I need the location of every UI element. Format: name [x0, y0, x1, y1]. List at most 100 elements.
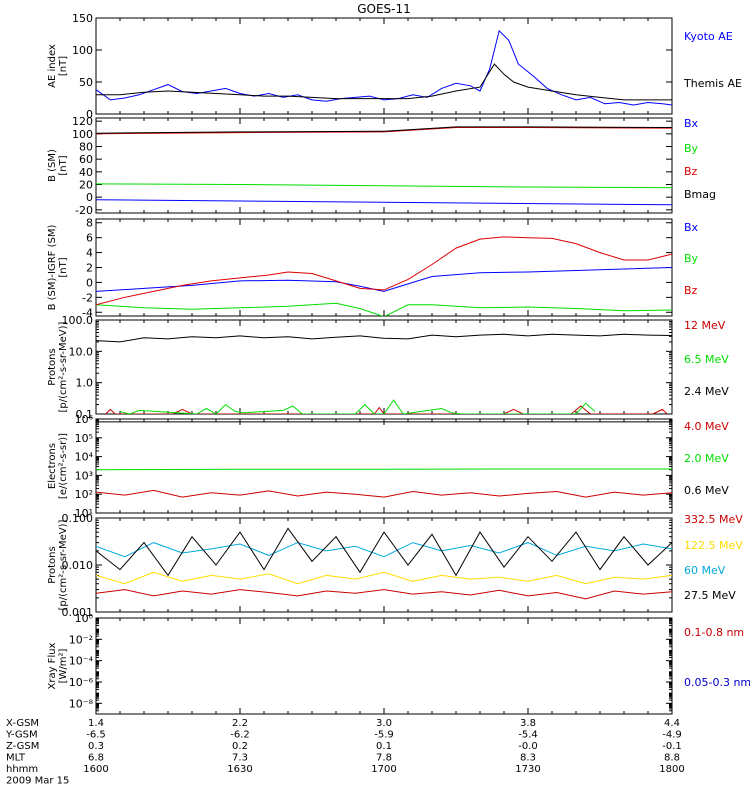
series-line-332.5-mev — [96, 589, 672, 600]
legend-entry: 2.4 MeV — [684, 385, 729, 398]
xaxis-value: -6.5 — [86, 730, 106, 741]
legend-entry: Bx — [684, 221, 699, 234]
y-tick-label: 10² — [75, 488, 93, 501]
y-tick-label: 10⁻⁴ — [69, 655, 94, 668]
series-line-2.0-mev — [96, 468, 672, 471]
y-tick-label: 0.100 — [62, 512, 94, 525]
y-tick-label: 120 — [72, 115, 93, 128]
panel-7: 10⁻⁸ 10⁻⁶ 10⁻⁴ 10⁻² 10⁰ Xray Flux [W/m²] 0.1-0.… — [47, 612, 750, 715]
xaxis-value: 6.8 — [88, 753, 104, 764]
y-axis-label: Electrons — [47, 443, 58, 489]
series-line-bx — [96, 267, 672, 292]
legend-entry: 60 MeV — [684, 564, 726, 577]
legend-entry: Bz — [684, 165, 698, 178]
y-axis-label: [W/m²] — [58, 648, 69, 683]
xaxis-row-label: MLT — [6, 753, 26, 764]
y-axis-label: Protons — [47, 546, 58, 583]
y-tick-label: 50 — [79, 76, 93, 89]
legend-entry: 4.0 MeV — [684, 420, 729, 433]
y-axis-label: [p/(cm²-s-sr-MeV)] — [58, 519, 69, 610]
chart-title: GOES-11 — [357, 2, 411, 16]
legend-entry: 122.5 MeV — [684, 539, 743, 552]
xaxis-value: -0.0 — [518, 741, 538, 752]
y-axis-label: [nT] — [58, 155, 69, 175]
series-line-27.5-mev — [96, 527, 672, 577]
y-tick-label: 150 — [72, 12, 93, 25]
legend-entry: 12 MeV — [684, 319, 726, 332]
y-tick-label: 40 — [79, 166, 93, 179]
y-axis-label: [nT] — [58, 56, 69, 76]
legend-entry: Bmag — [684, 188, 716, 201]
legend-entry: 27.5 MeV — [684, 589, 736, 602]
xaxis-value: 7.8 — [376, 753, 392, 764]
panel-frame — [95, 218, 673, 317]
xaxis-value: 0.3 — [88, 741, 104, 752]
y-axis-label: [nT] — [58, 257, 69, 277]
panel-3: -4 -2 02 4 6 8 B (SM)-IGRF (SM) [nT] Bx By Bz — [47, 217, 699, 320]
xaxis-value: 1800 — [659, 764, 684, 775]
y-tick-label: 10.0 — [69, 345, 94, 358]
y-axis-label: B (SM)-IGRF (SM) — [47, 225, 58, 311]
y-axis-label: Protons — [47, 348, 58, 385]
y-tick-label: 10⁻⁸ — [69, 697, 94, 710]
xaxis-value: 0.1 — [376, 741, 392, 752]
xaxis-row-label: X-GSM — [6, 718, 39, 729]
xaxis-value: 3.0 — [376, 718, 392, 729]
series-line-by — [96, 183, 672, 189]
y-tick-label: 80 — [79, 141, 93, 154]
legend-entry: 6.5 MeV — [684, 353, 729, 366]
panel-5: 10¹ 10² 10³ 10⁴ 10⁵ 10⁶ Electrons [e/(cm²-s-sr)… — [47, 413, 729, 520]
date-label: 2009 Mar 15 — [6, 776, 69, 787]
y-axis-label: [p/(cm²-s-sr-MeV)] — [58, 321, 69, 412]
y-tick-label: 0 — [86, 191, 93, 204]
y-tick-label: 10¹ — [75, 507, 93, 520]
xaxis-value: 2.2 — [232, 718, 248, 729]
legend-entry: 2.0 MeV — [684, 452, 729, 465]
y-tick-label: -20 — [75, 204, 93, 217]
y-tick-label: 10³ — [75, 469, 93, 482]
legend-entry: Themis AE — [683, 77, 742, 90]
y-tick-label: 10⁰ — [75, 612, 94, 625]
y-axis-label: [e/(cm²-s-sr)] — [58, 433, 69, 499]
xaxis-value: 8.3 — [520, 753, 536, 764]
panel-frame — [95, 418, 673, 514]
legend-entry: 0.6 MeV — [684, 484, 729, 497]
series-line-bx — [96, 199, 672, 206]
panel-4: 0.1 1.0 10.0 100.0 Protons [p/(cm²-s-sr-MeV)]… — [47, 314, 729, 421]
legend-entry: 332.5 MeV — [684, 513, 743, 526]
xaxis-row-label: Y-GSM — [5, 730, 38, 741]
xaxis-value: 0.2 — [232, 741, 248, 752]
series-line-2.4-mev — [96, 333, 672, 343]
series-line-122.5-mev — [96, 571, 672, 585]
series-line-by — [96, 302, 672, 316]
y-tick-label: -2 — [82, 291, 93, 304]
xaxis-value: 8.8 — [664, 753, 680, 764]
panel-6: 0.001 0.010 0.100 Protons [p/(cm²-s-sr-MeV)]… — [47, 512, 743, 619]
series-line-themis-ae — [96, 63, 672, 101]
series-line-bmag — [96, 126, 672, 134]
y-tick-label: 10⁻² — [69, 633, 93, 646]
y-axis-label: B (SM) — [47, 149, 58, 182]
legend-entry: Kyoto AE — [684, 30, 733, 43]
xaxis-value: -4.9 — [662, 730, 682, 741]
xaxis-value: -5.4 — [518, 730, 538, 741]
y-tick-label: 6 — [86, 232, 93, 245]
xaxis-value: 3.8 — [520, 718, 536, 729]
xaxis-value: 1.4 — [88, 718, 104, 729]
series-line-bz — [96, 236, 672, 306]
xaxis-value: -5.9 — [374, 730, 394, 741]
xaxis-value: 4.4 — [664, 718, 680, 729]
legend-entry: By — [684, 142, 699, 155]
series-line-60-mev — [96, 542, 672, 558]
y-tick-label: 60 — [79, 153, 93, 166]
y-axis-label: Xray Flux — [47, 642, 58, 689]
y-tick-label: 1.0 — [76, 377, 94, 390]
xaxis-row-label: hhmm — [6, 764, 38, 775]
y-tick-label: 0.001 — [62, 606, 94, 619]
y-tick-label: 10⁴ — [75, 451, 94, 464]
legend-entry: Bz — [684, 284, 698, 297]
series-line-bz — [96, 127, 672, 135]
y-tick-label: 10⁵ — [75, 432, 93, 445]
